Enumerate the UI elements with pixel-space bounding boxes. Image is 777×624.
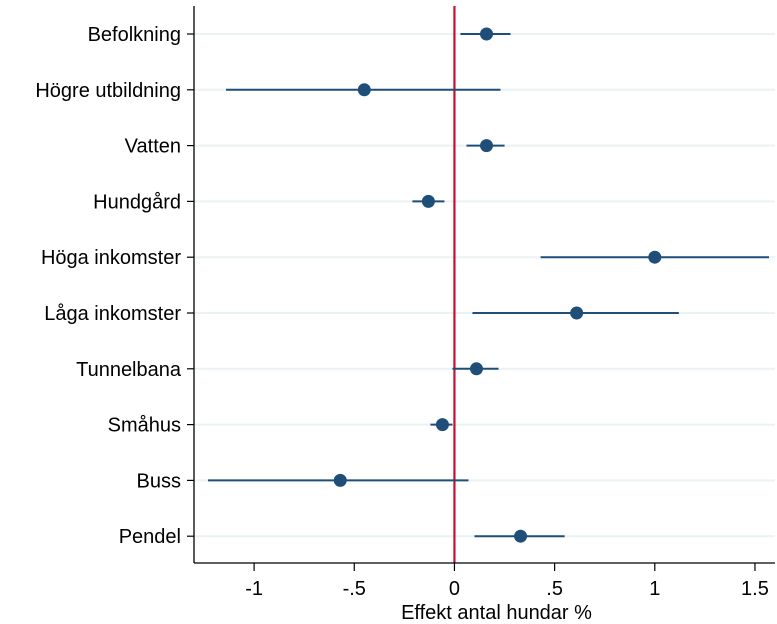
point-estimate xyxy=(421,194,435,208)
grid-lines xyxy=(194,33,775,538)
y-tick-label: Höga inkomster xyxy=(41,247,181,269)
y-tick-label: Pendel xyxy=(119,526,181,548)
x-tick-label: -.5 xyxy=(343,578,366,600)
point-estimate xyxy=(480,139,494,153)
confidence-intervals xyxy=(208,33,769,538)
x-tick-label: -1 xyxy=(245,578,263,600)
point-estimate xyxy=(357,83,371,97)
y-tick-label: Vatten xyxy=(125,136,181,158)
y-tick-label: Hundgård xyxy=(93,191,181,213)
point-estimate xyxy=(514,529,528,543)
y-tick-label: Låga inkomster xyxy=(44,303,181,325)
x-tick-label: .5 xyxy=(546,578,563,600)
y-tick-label: Högre utbildning xyxy=(35,80,181,102)
axes xyxy=(193,6,775,564)
y-tick-label: Tunnelbana xyxy=(76,359,182,381)
x-tick-label: 0 xyxy=(449,578,460,600)
y-tick-label: Befolkning xyxy=(88,24,181,46)
x-axis-title: Effekt antal hundar % xyxy=(401,602,592,624)
point-estimate xyxy=(333,473,347,487)
y-tick-label: Småhus xyxy=(108,415,181,437)
point-estimate xyxy=(469,362,483,376)
y-axis-labels: Befolkning Högre utbildning Vatten Hundgård… xyxy=(35,24,194,548)
point-estimates xyxy=(333,27,662,543)
y-tick-label: Buss xyxy=(137,470,181,492)
x-tick-label: 1.5 xyxy=(741,578,769,600)
point-estimate xyxy=(570,306,584,320)
x-tick-label: 1 xyxy=(649,578,660,600)
x-axis-ticks: -1 -.5 0 .5 1 1.5 xyxy=(245,563,769,600)
point-estimate xyxy=(648,250,662,264)
point-estimate xyxy=(480,27,494,41)
point-estimate xyxy=(435,418,449,432)
